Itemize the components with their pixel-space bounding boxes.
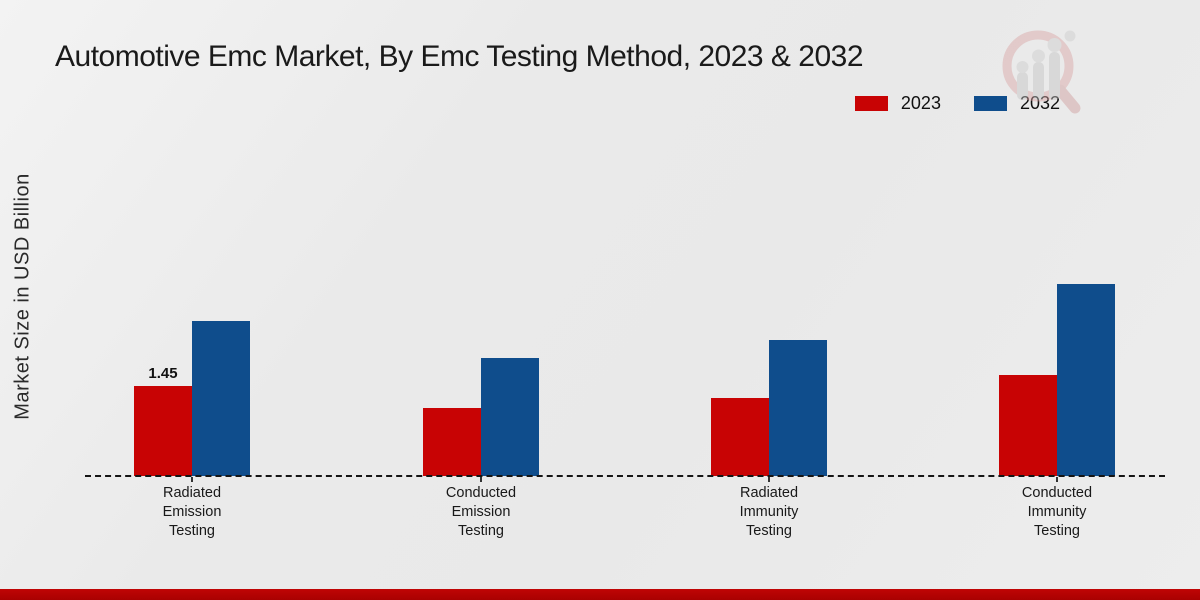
category-label-conducted-immunity-testing: Conducted Immunity Testing — [1021, 485, 1093, 539]
category-label-radiated-emission-testing: Radiated Emission Testing — [162, 485, 222, 539]
legend-label-2032: 2032 — [1019, 93, 1060, 113]
bar-2023-radiated-immunity-testing — [711, 398, 769, 476]
bar-2032-radiated-emission-testing — [192, 321, 250, 476]
bar-2032-radiated-immunity-testing — [769, 340, 827, 476]
x-axis-tick — [1056, 477, 1058, 482]
bar-value-label: 1.45 — [148, 365, 178, 382]
bar-2023-conducted-emission-testing — [423, 408, 481, 476]
legend-swatch-2023 — [854, 96, 888, 111]
legend-item-2032: 2032 — [973, 93, 1060, 114]
legend-label-2023: 2023 — [900, 93, 941, 113]
legend: 2023 2032 — [854, 93, 1060, 114]
x-axis-tick — [480, 477, 482, 482]
bar-2032-conducted-immunity-testing — [1057, 284, 1115, 476]
x-axis-tick — [191, 477, 193, 482]
legend-item-2023: 2023 — [854, 93, 941, 114]
bottom-red-strip — [0, 589, 1200, 600]
x-axis-tick — [768, 477, 770, 482]
bar-2032-conducted-emission-testing — [481, 358, 539, 476]
bar-2023-conducted-immunity-testing — [999, 375, 1057, 476]
chart-title: Automotive Emc Market, By Emc Testing Me… — [55, 40, 864, 73]
x-axis-dashed-baseline — [85, 475, 1165, 477]
y-axis-label: Market Size in USD Billion — [11, 173, 34, 420]
legend-swatch-2032 — [973, 96, 1007, 111]
category-label-radiated-immunity-testing: Radiated Immunity Testing — [739, 485, 799, 539]
category-label-conducted-emission-testing: Conducted Emission Testing — [445, 485, 517, 539]
bar-2023-radiated-emission-testing — [134, 386, 192, 476]
magnifier-growth-chart-logo-icon — [1002, 30, 1081, 114]
